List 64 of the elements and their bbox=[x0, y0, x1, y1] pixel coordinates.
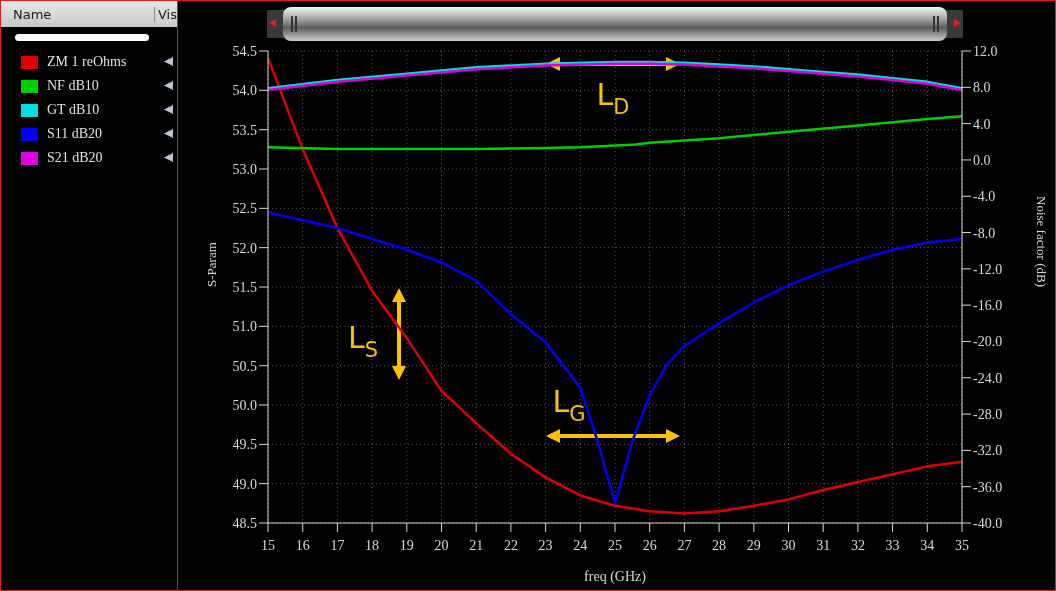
x-tick-label: 17 bbox=[330, 537, 345, 553]
legend-label: S11 dB20 bbox=[47, 126, 103, 142]
y2-tick-label: -24.0 bbox=[973, 370, 1003, 386]
x-tick-label: 24 bbox=[573, 537, 588, 553]
y-tick-label: 53.5 bbox=[232, 122, 257, 138]
y2-tick-label: -16.0 bbox=[973, 298, 1003, 314]
y2-tick-label: -40.0 bbox=[973, 515, 1003, 531]
y-tick-label: 52.0 bbox=[232, 240, 257, 256]
y2-tick-label: -20.0 bbox=[973, 334, 1003, 350]
y-tick-label: 52.5 bbox=[232, 201, 257, 217]
x-tick-label: 33 bbox=[885, 537, 900, 553]
x-tick-label: 29 bbox=[746, 537, 761, 553]
x-tick-label: 22 bbox=[503, 537, 518, 553]
legend-label: GT dB10 bbox=[47, 102, 100, 118]
x-tick-label: 19 bbox=[399, 537, 414, 553]
y-tick-label: 49.0 bbox=[232, 476, 257, 492]
annotation: L$_{G}$ bbox=[552, 383, 586, 426]
x-tick-label: 23 bbox=[538, 537, 553, 553]
x-tick-label: 34 bbox=[920, 537, 935, 553]
legend-label: S21 dB20 bbox=[47, 150, 103, 166]
x-tick-label: 21 bbox=[469, 537, 484, 553]
y-tick-label: 54.0 bbox=[232, 83, 257, 99]
x-tick-label: 27 bbox=[677, 537, 692, 553]
x-tick-label: 18 bbox=[365, 537, 380, 553]
y2-axis-title: Noise factor (dB) bbox=[1034, 196, 1050, 287]
line-series bbox=[268, 211, 962, 505]
legend-title: Name bbox=[1, 6, 155, 22]
y-tick-label: 49.5 bbox=[232, 437, 257, 453]
line-series bbox=[268, 115, 962, 151]
x-tick-label: 32 bbox=[850, 537, 865, 553]
x-tick-label: 15 bbox=[261, 537, 275, 553]
x-axis-title: freq (GHz) bbox=[584, 569, 647, 585]
x-tick-label: 28 bbox=[712, 537, 727, 553]
y-axis-title: S-Param bbox=[203, 242, 219, 287]
legend-label: NF dB10 bbox=[47, 78, 99, 94]
x-tick-label: 26 bbox=[642, 537, 657, 553]
y2-tick-label: -36.0 bbox=[973, 479, 1003, 495]
y2-tick-label: 4.0 bbox=[973, 116, 991, 132]
x-tick-label: 20 bbox=[434, 537, 449, 553]
y-tick-label: 50.0 bbox=[232, 397, 257, 413]
x-tick-label: 30 bbox=[781, 537, 796, 553]
y-tick-label: 53.0 bbox=[232, 161, 257, 177]
x-tick-label: 25 bbox=[608, 537, 622, 553]
y-tick-label: 50.5 bbox=[232, 358, 257, 374]
y2-tick-label: -12.0 bbox=[973, 261, 1003, 277]
y2-tick-label: -8.0 bbox=[973, 225, 996, 241]
y2-tick-label: -32.0 bbox=[973, 443, 1003, 459]
text: Vis bbox=[157, 6, 177, 22]
y2-tick-label: 0.0 bbox=[973, 152, 991, 168]
x-tick-label: 16 bbox=[295, 537, 310, 553]
annotation: L$_{D}$ bbox=[596, 76, 630, 119]
x-tick-label: 31 bbox=[816, 537, 831, 553]
x-tick-label: 35 bbox=[955, 537, 969, 553]
y2-tick-label: -4.0 bbox=[973, 189, 996, 205]
y-tick-label: 51.0 bbox=[232, 319, 257, 335]
line-series bbox=[268, 56, 962, 515]
y2-tick-label: 12.0 bbox=[973, 43, 998, 59]
y2-tick-label: -28.0 bbox=[973, 407, 1003, 423]
y2-tick-label: 8.0 bbox=[973, 80, 991, 96]
y-tick-label: 51.5 bbox=[232, 279, 257, 295]
y-tick-label: 54.5 bbox=[232, 43, 257, 59]
annotation: L$_{S}$ bbox=[347, 319, 379, 362]
legend-label: ZM 1 reOhms bbox=[47, 54, 127, 70]
y-tick-label: 48.5 bbox=[232, 515, 257, 531]
